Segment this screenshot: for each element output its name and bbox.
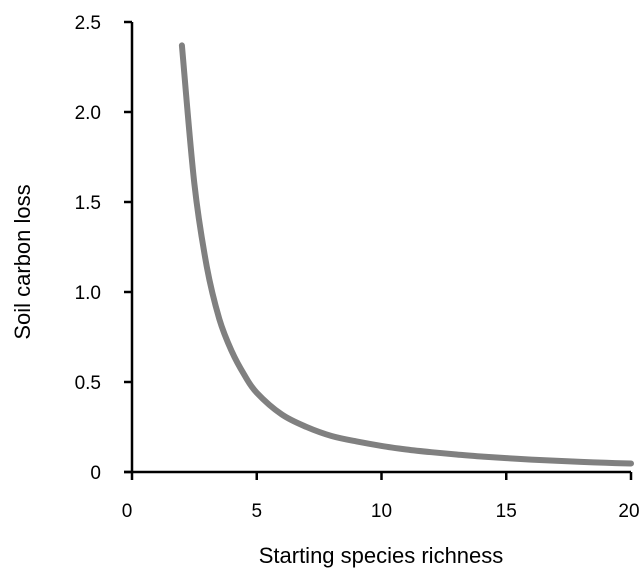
y-axis-ticks: 0 0.5 1.0 1.5 2.0 2.5 [75,13,132,484]
y-axis-title: Soil carbon loss [10,184,35,339]
x-tick-label: 0 [122,501,133,522]
series-group [178,42,634,467]
y-tick-label: 1.5 [75,193,101,214]
series-line-0 [178,42,634,467]
x-tick-label: 5 [251,501,262,522]
y-tick-label: 2.0 [75,103,101,124]
x-axis-title: Starting species richness [259,543,504,568]
x-tick-label: 15 [496,501,517,522]
x-axis-ticks: 0 5 10 15 20 [122,472,640,522]
y-tick-label: 2.5 [75,13,101,34]
y-tick-label: 1.0 [75,283,101,304]
y-tick-label: 0.5 [75,373,101,394]
y-tick-label: 0 [90,463,101,484]
x-tick-label: 10 [371,501,392,522]
x-tick-label: 20 [618,501,639,522]
